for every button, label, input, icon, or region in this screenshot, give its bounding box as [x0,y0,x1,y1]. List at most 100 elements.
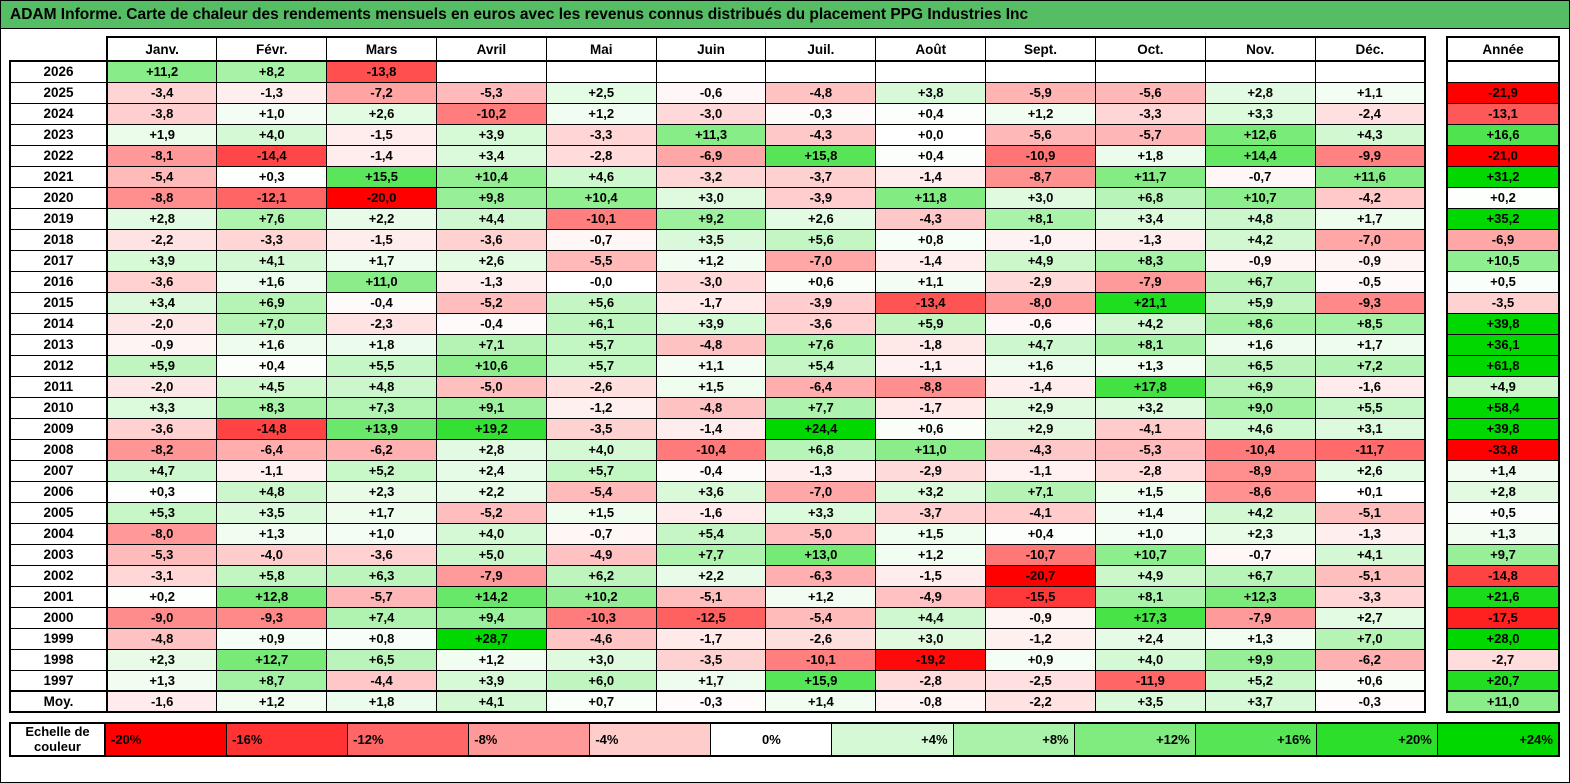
heatmap-cell: -6,2 [326,438,437,461]
year-row: 2025 -3,4 -1,3 -7,2 -5,3 +2,5 -0,6 -4,8 +3,8 -5,9… [9,81,1426,104]
heatmap-cell: -4,1 [985,501,1096,524]
heatmap-cell: -4,0 [216,543,328,566]
heatmap-cell: -1,7 [655,627,767,650]
heatmap-cell: +0,6 [765,270,877,293]
row-year-label: 2026 [9,60,108,83]
row-year-label: 2000 [9,606,108,629]
heatmap-cell: -3,6 [435,228,547,251]
annual-return-cell: +39,8 [1446,417,1560,440]
heatmap-cell: -5,3 [106,543,218,566]
heatmap-cell: +1,5 [655,375,767,398]
heatmap-cell: +11,6 [1314,165,1426,188]
year-row: 2007 +4,7 -1,1 +5,2 +2,4 +5,7 -0,4 -1,3 -2,9 -1,1… [9,459,1426,482]
annual-row: +58,4 [1446,396,1560,419]
heatmap-cell: +11,3 [655,123,767,146]
month-header: Févr. [216,36,328,62]
heatmap-cell: +6,3 [326,564,437,587]
heatmap-cell: -0,6 [985,312,1096,335]
title-bar: ADAM Informe. Carte de chaleur des rende… [1,1,1569,29]
heatmap-cell: -6,2 [1314,648,1426,671]
heatmap-cell: +2,6 [435,249,547,272]
row-year-label: Moy. [9,690,108,713]
heatmap-cell: -8,9 [1204,459,1316,482]
heatmap-cell: -8,2 [106,438,218,461]
heatmap-cell: +10,2 [545,585,657,608]
annual-row: +39,8 [1446,312,1560,335]
heatmap-cell: -3,9 [765,186,877,209]
annual-row: +16,6 [1446,123,1560,146]
tables-row: Janv. Févr. Mars Avril Mai Juin Juil. Août Sept.… [9,36,1561,713]
heatmap-cell: +3,4 [106,291,218,314]
annual-return-cell: +2,8 [1446,480,1560,503]
annual-return-cell: +36,1 [1446,333,1560,356]
month-header: Déc. [1314,36,1426,62]
row-year-label: 2017 [9,249,108,272]
heatmap-cell: -4,4 [326,669,437,692]
heatmap-cell: -7,2 [326,81,437,104]
heatmap-cell: -4,6 [545,627,657,650]
annual-row: -14,8 [1446,564,1560,587]
year-row: 2023 +1,9 +4,0 -1,5 +3,9 -3,3 +11,3 -4,3 +0,0 -5,… [9,123,1426,146]
heatmap-cell: +9,9 [1204,648,1316,671]
annual-return-cell: -17,5 [1446,606,1560,629]
heatmap-cell: -3,9 [765,291,877,314]
heatmap-cell: -3,6 [106,417,218,440]
heatmap-cell: +4,2 [1204,501,1316,524]
year-row: 2009 -3,6 -14,8 +13,9 +19,2 -3,5 -1,4 +24,4 +0,6… [9,417,1426,440]
heatmap-cell: +7,1 [435,333,547,356]
heatmap-cell: -7,9 [1204,606,1316,629]
heatmap-cell: +11,7 [1094,165,1206,188]
heatmap-cell: -5,9 [985,81,1096,104]
heatmap-cell: -0,7 [1204,165,1316,188]
heatmap-cell: +28,7 [435,627,547,650]
heatmap-cell: +1,7 [1314,333,1426,356]
year-row: 2012 +5,9 +0,4 +5,5 +10,6 +5,7 +1,1 +5,4 -1,1 +1,… [9,354,1426,377]
heatmap-cell: +3,3 [765,501,877,524]
heatmap-cell: -6,4 [765,375,877,398]
heatmap-cell: +1,2 [655,249,767,272]
heatmap-cell: +10,7 [1204,186,1316,209]
heatmap-cell: +4,1 [435,690,547,713]
year-row: 1997 +1,3 +8,7 -4,4 +3,9 +6,0 +1,7 +15,9 -2,8 -2,… [9,669,1426,692]
row-year-label: 1999 [9,627,108,650]
heatmap-cell: +1,0 [326,522,437,545]
row-year-label: 2020 [9,186,108,209]
row-year-label: 2011 [9,375,108,398]
year-row: 2016 -3,6 +1,6 +11,0 -1,3 -0,0 -3,0 +0,6 +1,1 -2,… [9,270,1426,293]
heatmap-cell: +7,1 [985,480,1096,503]
heatmap-cell: +4,8 [216,480,328,503]
legend-step: 0% [710,724,832,755]
legend-step: +16% [1194,724,1316,755]
annual-return-cell: +35,2 [1446,207,1560,230]
heatmap-cell: -2,4 [1314,102,1426,125]
heatmap-cell: -2,0 [106,312,218,335]
heatmap-cell: -3,3 [1314,585,1426,608]
heatmap-cell: -0,9 [106,333,218,356]
heatmap-cell: -3,8 [106,102,218,125]
heatmap-cell: -1,4 [326,144,437,167]
year-row: 2024 -3,8 +1,0 +2,6 -10,2 +1,2 -3,0 -0,3 +0,4 +1,… [9,102,1426,125]
annual-row: -33,8 [1446,438,1560,461]
month-header: Sept. [985,36,1096,62]
heatmap-cell: -8,6 [1204,480,1316,503]
year-row: 2000 -9,0 -9,3 +7,4 +9,4 -10,3 -12,5 -5,4 +4,4 -0… [9,606,1426,629]
annual-row: +31,2 [1446,165,1560,188]
heatmap-cell: -1,5 [326,228,437,251]
heatmap-cell: +15,8 [765,144,877,167]
heatmap-cell: +12,8 [216,585,328,608]
heatmap-cell: -5,0 [435,375,547,398]
heatmap-cell: +1,3 [216,522,328,545]
heatmap-cell: +2,9 [985,396,1096,419]
heatmap-cell: +5,9 [106,354,218,377]
row-year-label: 2021 [9,165,108,188]
heatmap-cell: -0,4 [655,459,767,482]
row-year-label: 2004 [9,522,108,545]
heatmap-cell: -3,6 [326,543,437,566]
heatmap-cell: +3,0 [875,627,987,650]
heatmap-cell: -10,4 [655,438,767,461]
annual-row: +0,5 [1446,270,1560,293]
heatmap-cell: +6,7 [1204,564,1316,587]
heatmap-cell: -1,2 [545,396,657,419]
heatmap-cell: +5,7 [545,354,657,377]
heatmap-cell: +3,4 [1094,207,1206,230]
